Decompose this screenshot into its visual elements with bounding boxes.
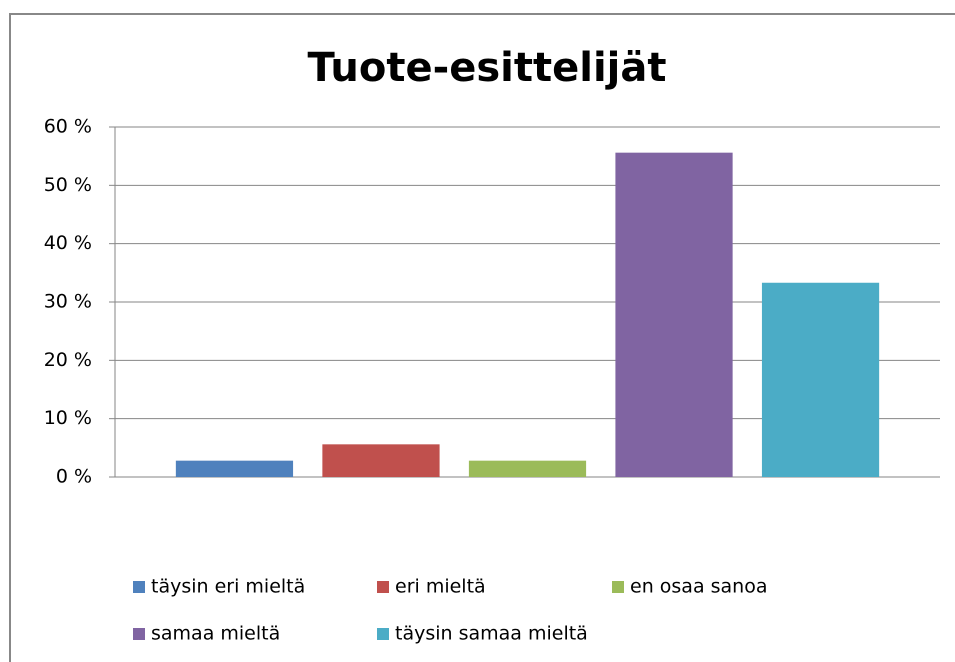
legend-label: täysin eri mieltä: [151, 576, 305, 598]
legend-swatch: [612, 581, 624, 593]
legend-label: eri mieltä: [395, 576, 486, 598]
legend-label: samaa mieltä: [151, 623, 280, 645]
y-tick-label: 60 %: [44, 116, 92, 138]
bar: [615, 152, 733, 477]
legend-swatch: [133, 628, 145, 640]
y-tick-label: 30 %: [44, 291, 92, 313]
bar: [468, 460, 587, 477]
y-tick-label: 0 %: [56, 466, 92, 488]
y-tick-label: 10 %: [44, 407, 92, 429]
legend-swatch: [377, 628, 389, 640]
bar: [761, 282, 880, 477]
bar: [322, 444, 440, 477]
legend-swatch: [133, 581, 145, 593]
legend-swatch: [377, 581, 389, 593]
y-tick-label: 20 %: [44, 349, 92, 371]
y-tick-label: 50 %: [44, 174, 92, 196]
y-tick-label: 40 %: [44, 232, 92, 254]
bar: [175, 460, 294, 477]
chart-title: Tuote-esittelijät: [308, 45, 667, 91]
legend-label: en osaa sanoa: [630, 576, 767, 598]
legend-label: täysin samaa mieltä: [395, 623, 588, 645]
